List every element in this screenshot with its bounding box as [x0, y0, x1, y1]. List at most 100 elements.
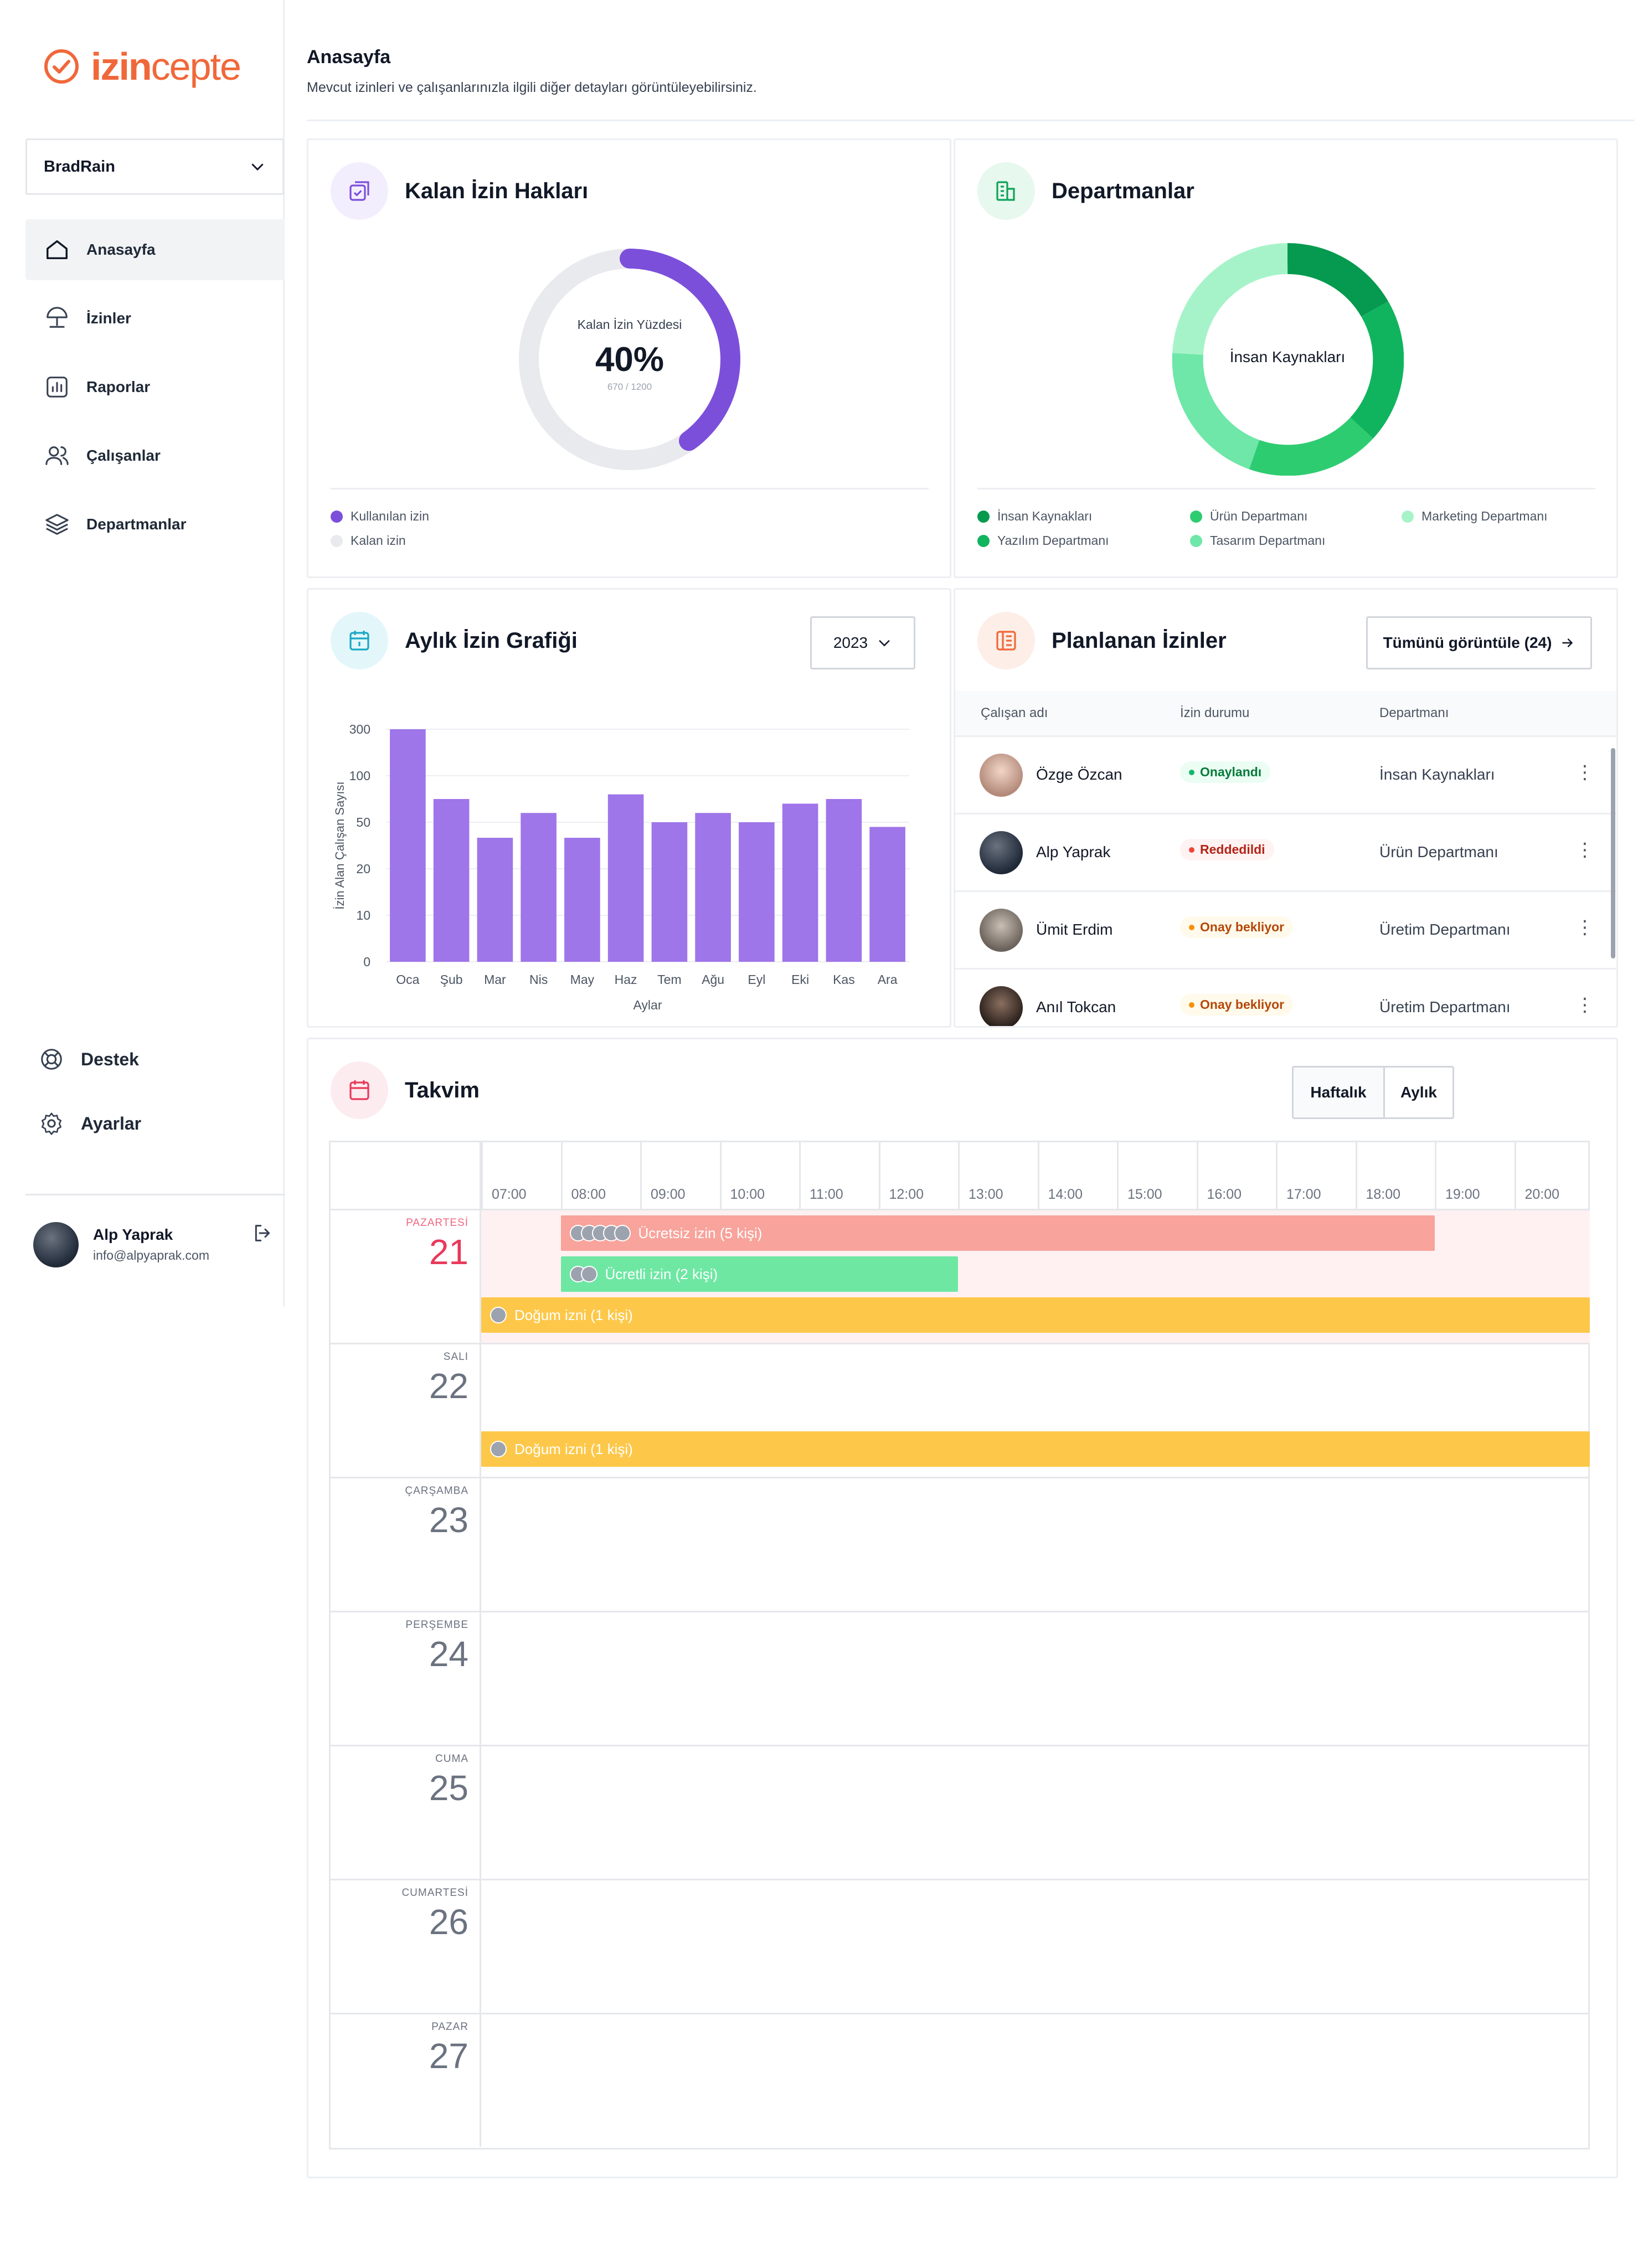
header-divider [307, 120, 1634, 121]
card-title: Takvim [405, 1078, 480, 1102]
day-number: 23 [429, 1500, 468, 1540]
sidebar-item-label: Çalışanlar [86, 447, 161, 464]
time-slot-header: 10:00 [719, 1142, 800, 1209]
day-name: CUMARTESİ [401, 1887, 468, 1899]
time-slot-header: 11:00 [799, 1142, 879, 1209]
more-options-icon[interactable]: ⋮ [1575, 762, 1594, 783]
event-label: Ücretli izin (2 kişi) [605, 1265, 718, 1282]
employee-name: Alp Yaprak [1036, 843, 1111, 860]
view-label: Haftalık [1310, 1084, 1367, 1101]
leave-event[interactable]: Doğum izni (1 kişi) [481, 1297, 1590, 1333]
scrollbar[interactable] [1611, 748, 1615, 958]
donut-segment-insan-kaynaklari[interactable] [1287, 243, 1388, 317]
time-slot-header: 19:00 [1435, 1142, 1515, 1209]
x-tick-label: Eki [791, 972, 809, 987]
sidebar-item-izinler[interactable]: İzinler [25, 288, 285, 349]
departments-card: Departmanlar İnsan Kaynakları İnsan Kayn… [954, 138, 1618, 578]
status-dot [1189, 847, 1194, 853]
more-options-icon[interactable]: ⋮ [1575, 839, 1594, 860]
legend-label: Marketing Departmanı [1421, 509, 1548, 523]
column-header: Departmanı [1379, 705, 1449, 720]
legend-item: Tasarım Departmanı [1190, 533, 1325, 548]
more-options-icon[interactable]: ⋮ [1575, 994, 1594, 1016]
calendar-day-row[interactable]: PAZAR 27 [331, 2013, 1590, 2147]
avatar-group [569, 1225, 631, 1241]
x-tick-label: Haz [615, 972, 637, 987]
sidebar-item-ayarlar[interactable]: Ayarlar [39, 1111, 141, 1136]
remaining-leave-card: Kalan İzin Hakları Kalan İzin Yüzdesi 40… [307, 138, 951, 578]
time-slot-header: 08:00 [560, 1142, 641, 1209]
legend-dot [1190, 534, 1202, 547]
time-slot-header: 12:00 [878, 1142, 959, 1209]
view-all-label: Tümünü görüntüle (24) [1383, 634, 1552, 651]
more-options-icon[interactable]: ⋮ [1575, 917, 1594, 938]
leave-event[interactable]: Ücretsiz izin (5 kişi) [560, 1215, 1435, 1251]
table-row[interactable]: Anıl Tokcan Onay bekliyor Üretim Departm… [955, 968, 1616, 1026]
calendar-day-row[interactable]: CUMA 25 [331, 1745, 1590, 1879]
page-title: Anasayfa [307, 47, 391, 68]
sidebar-item-departmanlar[interactable]: Departmanlar [25, 494, 285, 555]
employee-name: Anıl Tokcan [1036, 998, 1116, 1016]
year-select[interactable]: 2023 [810, 616, 915, 669]
donut-segment-tasarim[interactable] [1172, 353, 1260, 470]
day-number: 27 [429, 2036, 468, 2076]
department: Üretim Departmanı [1379, 998, 1511, 1016]
donut-segment-urun[interactable] [1249, 417, 1373, 476]
bar [521, 813, 557, 962]
sidebar-item-label: Raporlar [86, 378, 151, 395]
remaining-donut [519, 249, 740, 470]
layers-icon [45, 514, 69, 535]
check-circle-logo-icon [44, 49, 79, 84]
calendar-day-row[interactable]: ÇARŞAMBA 23 [331, 1477, 1590, 1611]
logout-icon[interactable] [251, 1222, 274, 1244]
bar [433, 799, 470, 962]
legend-dot [331, 510, 343, 523]
sidebar-item-destek[interactable]: Destek [39, 1047, 139, 1072]
y-tick-label: 100 [349, 769, 370, 783]
sidebar-item-label: Anasayfa [86, 241, 156, 258]
table-row[interactable]: Alp Yaprak Reddedildi Ürün Departmanı ⋮ [955, 813, 1616, 890]
leave-event[interactable]: Ücretli izin (2 kişi) [560, 1256, 958, 1292]
legend-dot [1402, 510, 1414, 523]
sidebar-item-label: Ayarlar [81, 1113, 142, 1133]
weekly-view-button[interactable]: Haftalık [1292, 1066, 1385, 1119]
legend-item: Marketing Departmanı [1402, 509, 1548, 524]
status-label: Onay bekliyor [1200, 997, 1285, 1012]
donut-percent: 40% [595, 341, 665, 379]
bar [782, 803, 818, 962]
sidebar-item-calisanlar[interactable]: Çalışanlar [25, 425, 285, 486]
status-badge: Reddedildi [1180, 839, 1274, 860]
avatar[interactable] [33, 1221, 79, 1267]
day-number: 26 [429, 1902, 468, 1942]
department: İnsan Kaynakları [1379, 766, 1495, 783]
leave-event[interactable]: Doğum izni (1 kişi) [481, 1431, 1590, 1467]
sidebar-item-raporlar[interactable]: Raporlar [25, 357, 285, 417]
monthly-view-button[interactable]: Aylık [1383, 1066, 1454, 1119]
calendar-day-row[interactable]: SALI 22 [331, 1343, 1590, 1477]
donut-detail: 670 / 1200 [607, 382, 652, 392]
organization-select[interactable]: BradRain [25, 138, 284, 195]
legend-label: Ürün Departmanı [1210, 509, 1308, 523]
time-slot-header: 09:00 [640, 1142, 720, 1209]
calendar-day-row[interactable]: PERŞEMBE 24 [331, 1611, 1590, 1745]
donut-segment-yazilim[interactable] [1350, 301, 1404, 439]
card-title: Kalan İzin Hakları [405, 178, 589, 203]
donut-segment-marketing[interactable] [1172, 243, 1288, 355]
view-all-button[interactable]: Tümünü görüntüle (24) [1366, 616, 1592, 669]
table-header: Çalışan adı İzin durumu Departmanı [955, 691, 1616, 735]
departments-donut [1172, 243, 1404, 476]
sidebar-item-label: Departmanlar [86, 516, 187, 533]
y-tick-label: 50 [356, 815, 370, 829]
sidebar-item-label: Destek [81, 1049, 139, 1069]
time-slot-header: 15:00 [1117, 1142, 1197, 1209]
table-row[interactable]: Ümit Erdim Onay bekliyor Üretim Departma… [955, 890, 1616, 968]
calendar-day-row[interactable]: CUMARTESİ 26 [331, 1879, 1590, 2013]
status-badge: Onay bekliyor [1180, 916, 1294, 938]
brand-logo[interactable]: izincepte [43, 44, 241, 89]
table-row[interactable]: Özge Özcan Onaylandı İnsan Kaynakları ⋮ [955, 735, 1616, 813]
sidebar-item-anasayfa[interactable]: Anasayfa [25, 219, 285, 280]
status-dot [1189, 924, 1194, 930]
department: Ürün Departmanı [1379, 843, 1498, 860]
avatar [980, 831, 1023, 874]
avatar-group [490, 1441, 507, 1457]
